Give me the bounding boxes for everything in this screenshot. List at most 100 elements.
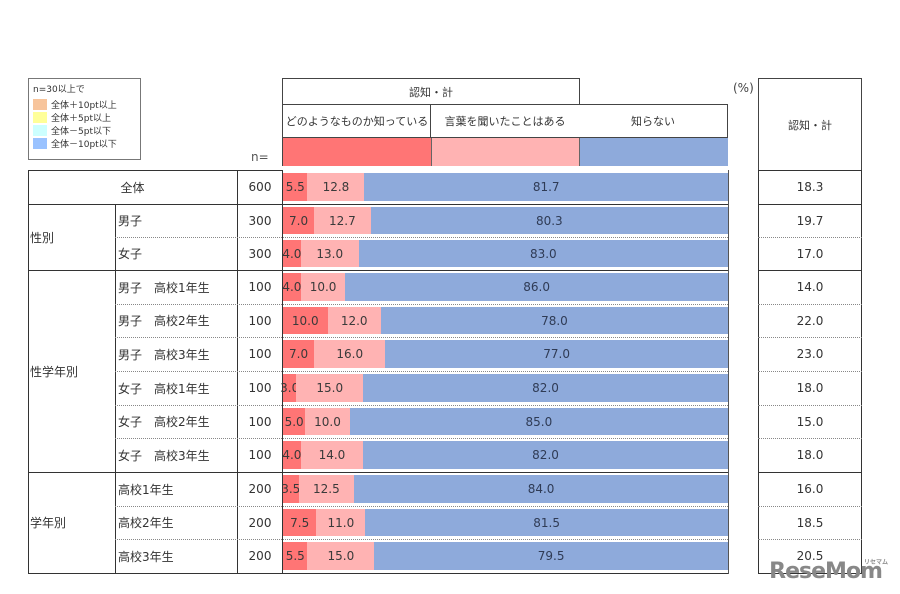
total-value: 20.5 <box>796 549 824 563</box>
bar-segment-v2: 14.0 <box>300 441 364 469</box>
right-header-title: 認知・計 <box>758 78 862 171</box>
divider <box>237 170 238 574</box>
divider <box>115 371 728 372</box>
total-value: 18.0 <box>796 448 824 462</box>
divider <box>758 204 862 205</box>
legend-swatch <box>33 137 47 149</box>
row-label: 女子 高校3年生 <box>118 448 210 463</box>
bar-segment-v3: 77.0 <box>385 340 728 368</box>
header-swatch-col2 <box>431 138 579 166</box>
total-value: 19.7 <box>796 213 824 228</box>
bar-row: 3.0 15.0 82.0 <box>280 374 728 402</box>
bar-row: 4.0 14.0 82.0 <box>282 441 728 469</box>
total-value: 14.0 <box>796 280 824 294</box>
bar-row: 7.0 16.0 77.0 <box>283 340 728 368</box>
legend-swatch <box>33 98 47 110</box>
group-label-grade: 学年別 <box>30 516 67 530</box>
divider <box>28 573 728 574</box>
total-value: 18.3 <box>796 180 824 194</box>
bar-row: 4.0 10.0 86.0 <box>282 273 728 301</box>
row-n: 200 <box>248 515 272 530</box>
bar-segment-v2: 12.7 <box>314 207 371 234</box>
header-swatch-col3 <box>579 138 728 166</box>
divider <box>115 539 728 540</box>
n-label: n= <box>251 150 269 164</box>
bar-segment-v2: 10.0 <box>300 273 346 301</box>
header-group-title: 認知・計 <box>282 78 580 105</box>
row-label: 女子 高校2年生 <box>118 415 210 429</box>
divider <box>28 472 728 473</box>
bar-segment-v1: 7.0 <box>283 340 315 368</box>
legend-item: 全体－5pt以下 <box>33 124 136 137</box>
divider <box>728 170 729 574</box>
total-value: 17.0 <box>796 246 824 261</box>
bar-segment-v1: 5.5 <box>283 542 308 570</box>
bar-segment-v3: 86.0 <box>345 273 728 301</box>
legend-item: 全体＋10pt以上 <box>33 98 136 111</box>
bar-segment-v1: 3.5 <box>281 475 300 503</box>
bar-segment-v2: 10.0 <box>305 408 350 435</box>
total-value: 18.0 <box>796 381 824 395</box>
row-n: 300 <box>248 246 272 261</box>
bar-segment-v2: 13.0 <box>300 240 359 267</box>
bar-row: 4.0 13.0 83.0 <box>282 240 728 267</box>
bar-segment-v3: 78.0 <box>380 307 728 334</box>
bar-segment-v1: 7.0 <box>283 207 315 234</box>
row-n: 100 <box>248 448 272 462</box>
bar-segment-v2: 12.8 <box>307 173 365 201</box>
group-label-gender-grade: 性学年別 <box>30 364 79 379</box>
bar-row: 5.5 12.8 81.7 <box>283 173 728 201</box>
row-label: 全体 <box>120 180 145 195</box>
resemom-logo: ReseMomリセマム <box>769 559 888 584</box>
bar-segment-v3: 80.3 <box>370 207 728 234</box>
divider <box>115 337 728 338</box>
divider <box>115 405 728 406</box>
bar-segment-v1: 4.0 <box>282 441 301 469</box>
legend-swatch <box>33 124 47 136</box>
total-value: 16.0 <box>796 482 824 496</box>
totals-table <box>758 170 862 574</box>
divider <box>758 539 862 540</box>
bar-segment-v3: 83.0 <box>358 240 728 267</box>
unit-label: (%) <box>733 81 754 95</box>
divider <box>115 204 116 574</box>
total-value: 22.0 <box>796 313 824 328</box>
divider <box>758 237 862 238</box>
legend-swatch <box>33 111 47 123</box>
divider <box>758 270 862 271</box>
divider <box>115 438 728 439</box>
divider <box>115 506 728 507</box>
row-label: 男子 高校2年生 <box>118 314 210 328</box>
bar-segment-v2: 12.5 <box>298 475 355 503</box>
bar-row: 7.5 11.0 81.5 <box>283 509 728 536</box>
row-n: 200 <box>248 549 272 563</box>
header-col2: 言葉を聞いたことはある <box>430 104 580 138</box>
bar-segment-v3: 79.5 <box>374 542 728 570</box>
row-n: 600 <box>248 180 272 194</box>
highlight-legend: n=30以上で 全体＋10pt以上 全体＋5pt以上 全体－5pt以下 全体－1… <box>28 78 141 160</box>
row-label: 高校1年生 <box>118 482 174 497</box>
divider <box>758 438 862 439</box>
legend-title: n=30以上で <box>33 85 85 95</box>
row-n: 100 <box>248 280 272 294</box>
bar-row: 5.5 15.0 79.5 <box>283 542 728 570</box>
total-value: 18.5 <box>796 515 824 530</box>
total-value: 15.0 <box>796 414 824 429</box>
header-col1: どのようなものか知っている <box>282 104 431 138</box>
row-label: 女子 <box>118 247 143 261</box>
divider <box>758 371 862 372</box>
row-n: 100 <box>248 347 272 361</box>
bar-segment-v2: 12.0 <box>327 307 381 334</box>
legend-item: 全体－10pt以下 <box>33 137 136 150</box>
row-label: 男子 <box>118 214 143 228</box>
divider <box>28 270 728 271</box>
bar-row: 3.5 12.5 84.0 <box>281 475 728 503</box>
divider <box>282 170 283 574</box>
bar-segment-v1: 7.5 <box>283 509 317 536</box>
divider <box>758 337 862 338</box>
divider <box>758 472 862 473</box>
bar-segment-v2: 15.0 <box>296 374 364 402</box>
divider <box>115 237 728 238</box>
row-label: 高校2年生 <box>118 516 174 530</box>
bar-segment-v1: 3.0 <box>280 374 299 402</box>
